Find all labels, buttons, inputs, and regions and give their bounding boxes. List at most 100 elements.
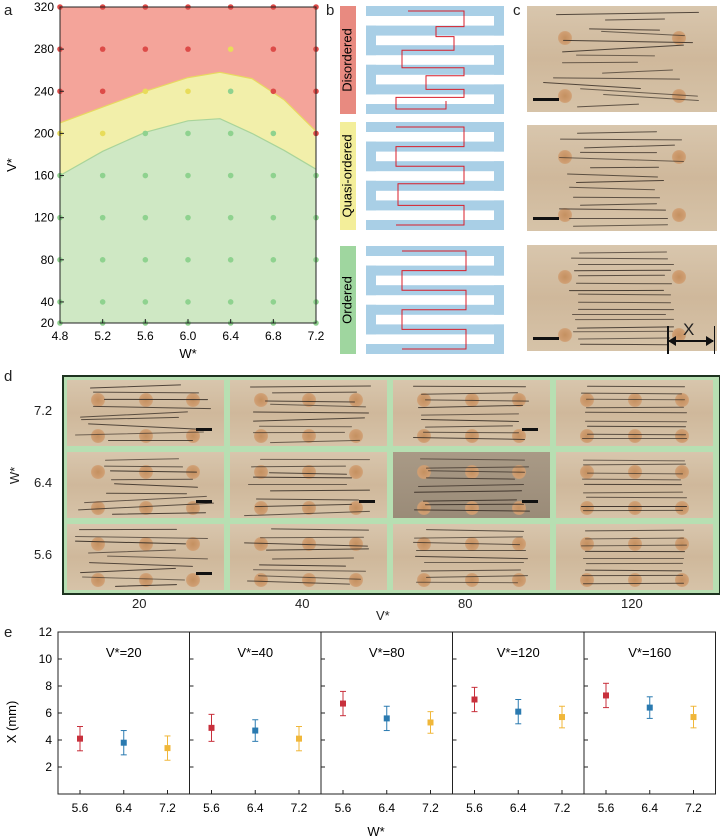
fiber-stroke	[581, 544, 688, 547]
x-tick-label: 7.2	[308, 329, 325, 343]
serpentine-channel	[366, 122, 504, 230]
fiber-stroke	[413, 385, 526, 388]
y-tick-label: 200	[34, 126, 54, 140]
scale-bar	[533, 217, 559, 220]
bead-marker	[301, 573, 316, 588]
state-label: Disordered	[339, 28, 354, 92]
fiber-stroke	[572, 331, 674, 333]
phase-point	[227, 172, 234, 179]
bead-marker	[511, 429, 526, 444]
fiber-stroke	[247, 483, 347, 485]
fiber-stroke	[584, 537, 685, 540]
fiber-stroke	[107, 555, 209, 560]
y-tick-label: 80	[41, 253, 55, 267]
phase-point	[99, 257, 106, 263]
bead-marker	[674, 429, 689, 444]
fiber-path	[395, 126, 465, 226]
subplot-title: V*=120	[497, 645, 540, 660]
fiber-stroke	[586, 496, 688, 499]
fiber-stroke	[555, 11, 699, 15]
y-tick-label: 40	[41, 295, 55, 309]
grid-photo	[393, 452, 550, 518]
fiber-stroke	[111, 478, 194, 481]
data-point	[471, 696, 478, 703]
phase-point	[99, 88, 106, 95]
e-y-axis-label: X (mm)	[4, 701, 19, 744]
fiber-stroke	[586, 426, 687, 428]
y-tick-label: 160	[34, 169, 54, 183]
fiber-stroke	[421, 569, 522, 572]
fiber-stroke	[585, 411, 688, 414]
fiber-stroke	[589, 27, 661, 31]
fiber-stroke	[425, 425, 513, 429]
fiber-stroke	[81, 417, 180, 421]
panel-letter-d: d	[4, 368, 13, 385]
grid-photo	[556, 380, 713, 446]
bead-marker	[138, 573, 153, 588]
data-point	[164, 745, 171, 752]
bead-marker	[674, 536, 689, 551]
phase-point	[185, 88, 191, 95]
fiber-stroke	[559, 157, 685, 163]
fiber-stroke	[586, 406, 685, 409]
fiber-stroke	[426, 528, 525, 532]
y-tick-label: 8	[45, 679, 52, 693]
bead-marker	[580, 464, 595, 479]
grid-photo	[393, 380, 550, 446]
x-tick-label: 5.2	[94, 329, 111, 343]
x-tick-label: 7.2	[291, 801, 308, 815]
phase-point	[227, 46, 234, 52]
grid-photo	[67, 380, 224, 446]
y-tick-label: 2	[45, 760, 52, 774]
data-point	[427, 719, 434, 726]
bead-marker	[558, 269, 572, 284]
state-label-band	[340, 6, 356, 114]
fiber-stroke	[582, 478, 682, 481]
column-label: 20	[132, 596, 147, 611]
phase-point	[99, 299, 106, 305]
fiber-stroke	[79, 567, 176, 573]
fiber-stroke	[272, 557, 354, 560]
data-point	[559, 714, 565, 721]
fiber-stroke	[252, 417, 366, 423]
bead-marker	[558, 89, 572, 104]
fiber-stroke	[270, 489, 371, 492]
bead-marker	[627, 429, 642, 444]
fiber-stroke	[419, 458, 526, 462]
scale-bar	[196, 428, 212, 431]
fiber-stroke	[585, 550, 686, 553]
scale-bar	[196, 500, 212, 503]
bead-marker	[185, 536, 200, 551]
bead-marker	[627, 464, 642, 479]
fiber-stroke	[577, 274, 665, 277]
x-tick-label: 5.6	[466, 801, 483, 815]
phase-point	[270, 172, 277, 179]
bead-marker	[672, 208, 686, 223]
bead-marker	[511, 573, 526, 588]
x-tick-label: 7.2	[685, 801, 702, 815]
scale-bar	[522, 500, 538, 503]
row-label: 6.4	[34, 475, 53, 490]
data-point	[208, 724, 215, 731]
data-point	[690, 714, 697, 721]
fiber-stroke	[252, 411, 369, 414]
phase-point	[142, 130, 149, 137]
x-tick-label: 6.4	[247, 801, 264, 815]
fiber-stroke	[260, 459, 371, 461]
fiber-stroke	[258, 425, 353, 428]
bead-marker	[627, 501, 642, 516]
x-tick-label: 6.4	[510, 801, 527, 815]
fiber-stroke	[585, 398, 685, 401]
x-tick-label: 6.4	[378, 801, 395, 815]
fiber-stroke	[109, 470, 197, 473]
panel-letter-b: b	[326, 2, 335, 19]
row-label: 5.6	[34, 547, 53, 562]
fiber-stroke	[576, 55, 655, 58]
bead-marker	[138, 501, 153, 516]
bead-marker	[348, 429, 363, 444]
x-tick-label: 5.6	[203, 801, 220, 815]
phase-point	[142, 46, 149, 52]
panel-letter-c: c	[513, 2, 521, 19]
fiber-stroke	[584, 483, 683, 485]
fiber-stroke	[578, 337, 671, 341]
